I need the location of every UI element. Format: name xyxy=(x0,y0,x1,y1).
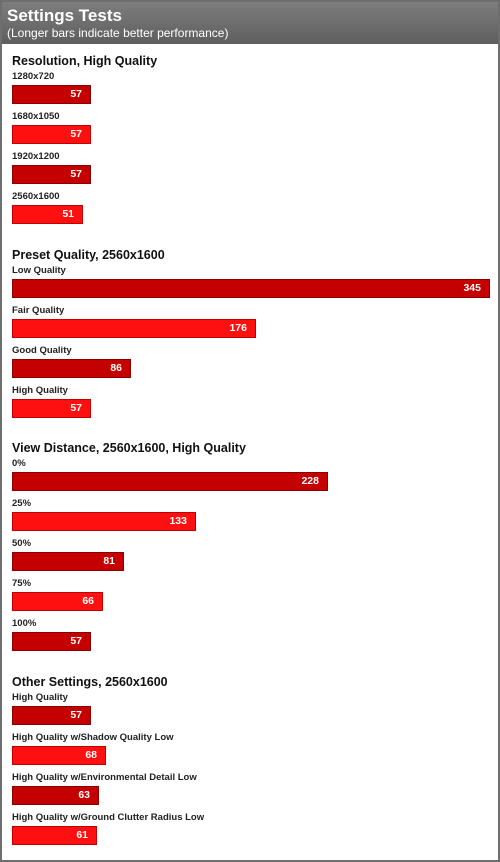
category-label: High Quality w/Environmental Detail Low xyxy=(12,772,197,783)
category-label: High Quality w/Shadow Quality Low xyxy=(12,732,174,743)
bar: 86 xyxy=(12,359,131,378)
bar-value-label: 345 xyxy=(463,282,481,294)
bar-value-label: 86 xyxy=(110,362,122,374)
bar-value-label: 57 xyxy=(70,402,82,414)
bar-value-label: 63 xyxy=(78,789,90,801)
bar: 57 xyxy=(12,399,91,418)
bar-value-label: 57 xyxy=(70,635,82,647)
category-label: Low Quality xyxy=(12,265,66,276)
bar: 81 xyxy=(12,552,124,571)
category-label: High Quality w/Ground Clutter Radius Low xyxy=(12,812,205,823)
category-label: High Quality xyxy=(12,692,68,703)
category-label: Fair Quality xyxy=(12,305,65,316)
bar: 133 xyxy=(12,512,196,531)
bar: 57 xyxy=(12,85,91,104)
bar: 57 xyxy=(12,165,91,184)
bar: 176 xyxy=(12,319,256,338)
section-title: View Distance, 2560x1600, High Quality xyxy=(12,441,246,455)
category-label: High Quality xyxy=(12,385,68,396)
category-label: 25% xyxy=(12,498,32,509)
bar-value-label: 57 xyxy=(70,88,82,100)
category-label: 75% xyxy=(12,578,32,589)
category-label: 1920x1200 xyxy=(12,151,60,162)
bar-value-label: 66 xyxy=(82,595,94,607)
chart-title: Settings Tests xyxy=(7,6,122,25)
bar-value-label: 61 xyxy=(76,829,88,841)
bar-value-label: 228 xyxy=(301,475,319,487)
bar: 66 xyxy=(12,592,103,611)
section-title: Preset Quality, 2560x1600 xyxy=(12,248,165,262)
bar-value-label: 57 xyxy=(70,128,82,140)
category-label: 50% xyxy=(12,538,32,549)
bar: 61 xyxy=(12,826,97,845)
section-title: Resolution, High Quality xyxy=(12,54,158,68)
bar-value-label: 57 xyxy=(70,168,82,180)
bar: 63 xyxy=(12,786,99,805)
bar: 345 xyxy=(12,279,490,298)
bar-value-label: 51 xyxy=(62,208,74,220)
category-label: 100% xyxy=(12,618,37,629)
chart-sections: Resolution, High Quality 1280x720 57 1680x1… xyxy=(2,44,498,860)
bar: 57 xyxy=(12,632,91,651)
chart-subtitle: (Longer bars indicate better performance… xyxy=(7,26,229,40)
chart-header: Settings Tests (Longer bars indicate bet… xyxy=(2,2,498,44)
category-label: 2560x1600 xyxy=(12,191,60,202)
bar-value-label: 57 xyxy=(70,709,82,721)
category-label: Good Quality xyxy=(12,345,72,356)
category-label: 1680x1050 xyxy=(12,111,60,122)
bar: 228 xyxy=(12,472,328,491)
bar-value-label: 68 xyxy=(85,749,97,761)
bar: 51 xyxy=(12,205,83,224)
bar: 68 xyxy=(12,746,106,765)
category-label: 0% xyxy=(12,458,26,469)
category-label: 1280x720 xyxy=(12,71,55,82)
bar: 57 xyxy=(12,706,91,725)
bar-value-label: 81 xyxy=(103,555,115,567)
section-title: Other Settings, 2560x1600 xyxy=(12,675,168,689)
bar-value-label: 133 xyxy=(169,515,187,527)
bar-value-label: 176 xyxy=(229,322,247,334)
bar: 57 xyxy=(12,125,91,144)
